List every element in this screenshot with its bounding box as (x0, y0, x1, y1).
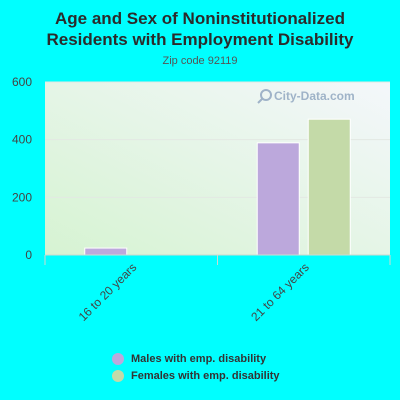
legend-item-males: Males with emp. disability (112, 350, 280, 367)
watermark-text: City-Data.com (274, 89, 355, 103)
legend-swatch-males (112, 352, 124, 365)
chart-title-line-1: Age and Sex of Noninstitutionalized (55, 9, 345, 28)
legend-label-males: Males with emp. disability (131, 352, 267, 365)
bar (307, 118, 351, 256)
chart-subtitle: Zip code 92119 (162, 55, 238, 67)
x-tick-label: 21 to 64 years (248, 260, 312, 324)
legend: Males with emp. disability Females with … (112, 350, 280, 384)
bar (84, 247, 128, 256)
legend-label-females: Females with emp. disability (131, 369, 280, 382)
x-axis: 16 to 20 years 21 to 64 years (44, 254, 391, 324)
y-tick-label: 0 (25, 248, 32, 262)
legend-swatch-females (112, 369, 124, 382)
y-tick-label: 400 (12, 133, 32, 147)
bar (256, 142, 300, 256)
chart-title-line-2: Residents with Employment Disability (46, 30, 354, 49)
chart-title: Age and Sex of Noninstitutionalized Resi… (0, 8, 400, 50)
y-axis: 0 200 400 600 (12, 75, 32, 262)
watermark-magnifier-icon (260, 89, 272, 101)
y-tick-label: 200 (12, 190, 32, 204)
watermark: City-Data.com (257, 89, 355, 104)
legend-item-females: Females with emp. disability (112, 367, 280, 384)
y-tick-label: 600 (12, 75, 32, 89)
x-tick-label: 16 to 20 years (76, 260, 140, 324)
watermark-magnifier-handle (257, 98, 263, 104)
